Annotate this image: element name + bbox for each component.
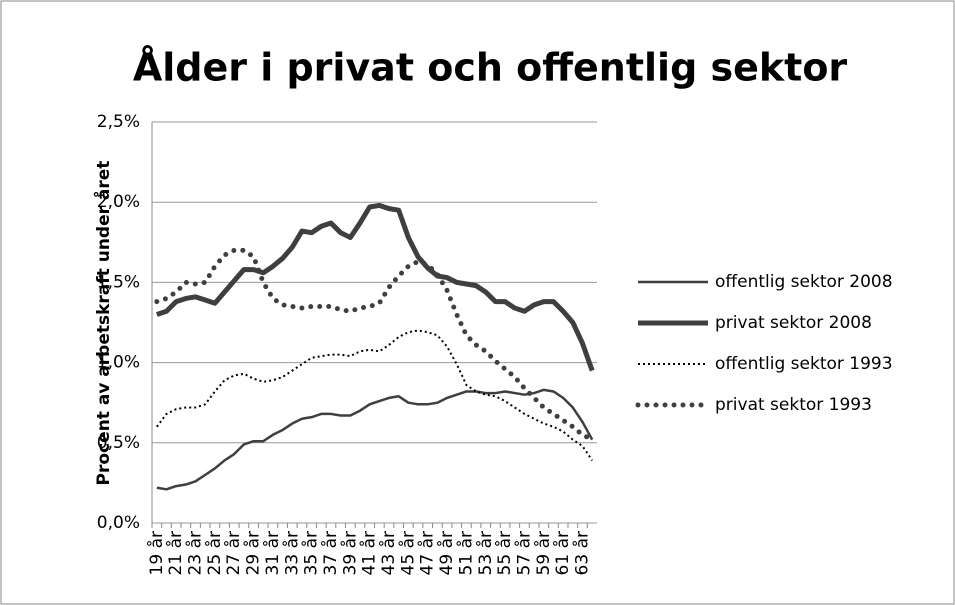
x-tick-label: 53 år (475, 531, 496, 575)
x-tick-label: 39 år (339, 531, 360, 575)
legend-label: privat sektor 1993 (715, 395, 872, 415)
x-tick-label: 19 år (146, 531, 167, 575)
chart-title: Ålder i privat och offentlig sektor (133, 46, 848, 90)
legend-label: privat sektor 2008 (715, 313, 872, 333)
x-tick-label: 21 år (165, 531, 186, 575)
x-tick-label: 49 år (436, 531, 457, 575)
y-tick-label: 0,0% (97, 513, 140, 533)
x-tick-label: 29 år (243, 531, 264, 575)
y-tick-label: 0,5% (97, 433, 140, 453)
legend-label: offentlig sektor 2008 (715, 272, 893, 292)
x-tick-label: 41 år (359, 531, 380, 575)
x-tick-label: 31 år (262, 531, 283, 575)
x-tick-label: 61 år (552, 531, 573, 575)
line-series (156, 388, 594, 491)
line-series (156, 329, 593, 462)
y-tick-label: 1,5% (97, 272, 140, 292)
x-tick-label: 59 år (533, 531, 554, 575)
x-tick-label: 37 år (320, 531, 341, 575)
x-tick-label: 51 år (455, 531, 476, 575)
x-tick-label: 23 år (185, 531, 206, 575)
x-tick-label: 33 år (281, 531, 302, 575)
y-tick-label: 2,5% (97, 112, 140, 132)
x-tick-label: 25 år (204, 531, 225, 575)
x-tick-label: 35 år (301, 531, 322, 575)
x-tick-label: 45 år (397, 531, 418, 575)
x-tick-label: 57 år (513, 531, 534, 575)
x-tick-label: 43 år (378, 531, 399, 575)
x-tick-label: 47 år (417, 531, 438, 575)
x-tick-label: 55 år (494, 531, 515, 575)
x-tick-label: 63 år (571, 531, 592, 575)
line-series (156, 202, 595, 372)
y-axis-label: Procent av arbetskraft under året (92, 161, 114, 486)
line-series (154, 247, 595, 443)
y-tick-label: 2,0% (97, 192, 140, 212)
x-tick-label: 27 år (223, 531, 244, 575)
legend-label: offentlig sektor 1993 (715, 354, 893, 374)
y-tick-label: 1,0% (97, 353, 140, 373)
